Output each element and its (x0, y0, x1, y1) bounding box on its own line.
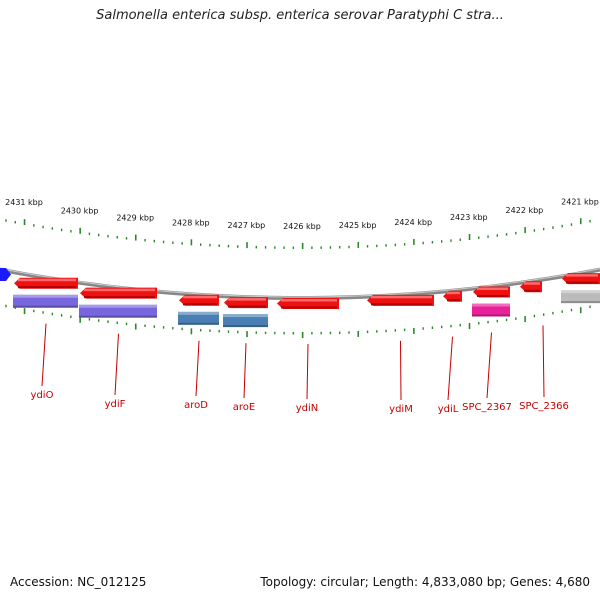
label-layer[interactable]: ydiO ydiF aroD aroE ydiN ydiM ydiL SPC_2367 SPC_… (31, 323, 569, 415)
position-marker[interactable] (0, 268, 11, 281)
gene-label-spc-2366[interactable]: SPC_2366 (519, 401, 569, 412)
cds-highlight (472, 303, 510, 307)
gene-arrow-highlight (228, 298, 266, 301)
scale-label-2421: 2421 kbp (561, 197, 599, 206)
gene-layer[interactable] (13, 273, 600, 328)
map-title: Salmonella enterica subsp. enterica sero… (96, 8, 504, 23)
accession-text: Accession: NC_012125 (10, 575, 147, 589)
gene-ydim[interactable] (367, 294, 434, 306)
gene-label-arod[interactable]: aroD (184, 400, 208, 411)
gene-label-ydim[interactable]: ydiM (389, 404, 413, 415)
bottom-ticks (5, 304, 591, 338)
gene-arrow-highlight (281, 298, 337, 302)
gene-arrow-highlight (371, 295, 432, 299)
cds-shadow (561, 301, 600, 304)
cds-shadow (79, 315, 157, 318)
gene-label-ydif[interactable]: ydiF (105, 399, 126, 410)
gene-aroe[interactable] (223, 297, 268, 328)
cds-highlight (178, 311, 219, 315)
scale-label-2426: 2426 kbp (283, 222, 321, 231)
gene-label-spc-2367[interactable]: SPC_2367 (462, 402, 512, 413)
gene-arrow-shadow (566, 281, 598, 284)
cds-highlight (561, 290, 600, 294)
scale-label-2422: 2422 kbp (506, 206, 544, 215)
gene-arrow-highlight (447, 291, 460, 295)
cds-highlight (79, 304, 157, 308)
gene-label-ydin[interactable]: ydiN (296, 403, 319, 414)
cds-spc-2367[interactable] (472, 303, 510, 317)
cds-aroe[interactable] (223, 314, 268, 328)
label-leader-ydim (400, 340, 402, 401)
gene-arrow-shadow (18, 286, 76, 289)
gene-arrow-shadow (477, 294, 508, 297)
gene-label-aroe[interactable]: aroE (233, 402, 255, 413)
gene-spc-2366[interactable] (520, 281, 542, 293)
scale-label-2423: 2423 kbp (450, 213, 488, 222)
label-leader-ydif (114, 333, 119, 396)
gene-ydin[interactable] (277, 297, 339, 309)
gene-arrow-highlight (84, 288, 155, 292)
gene-arrow-shadow (183, 303, 217, 306)
label-leader-aroe (243, 343, 247, 399)
gene-arrow-highlight (524, 282, 540, 285)
gene-arrow-highlight (477, 287, 508, 290)
scale-label-2428: 2428 kbp (172, 218, 210, 227)
gene-ydio[interactable] (13, 277, 78, 308)
genome-backbone-highlight (0, 268, 600, 298)
gene-label-ydio[interactable]: ydiO (31, 390, 54, 401)
label-leader-ydio (41, 323, 47, 387)
gene-arrow-shadow (84, 296, 155, 299)
cds-shadow (178, 322, 219, 325)
gene-ydil[interactable] (443, 290, 462, 302)
scale-label-2431: 2431 kbp (5, 198, 43, 207)
gene-ydif[interactable] (79, 287, 157, 318)
cds-ydif[interactable] (79, 304, 157, 318)
gene-arrow-shadow (524, 289, 540, 292)
label-leader-spc-2366 (542, 325, 545, 398)
gene-arrow-highlight (183, 295, 217, 299)
cds-highlight (223, 314, 268, 318)
gene-arod[interactable] (178, 294, 219, 325)
cds-ydio[interactable] (13, 294, 78, 308)
gene-arrow-shadow (281, 306, 337, 309)
scale-label-2427: 2427 kbp (228, 221, 266, 230)
gene-arrow-shadow (371, 303, 432, 306)
scale-label-2429: 2429 kbp (116, 213, 154, 222)
scale-label-2430: 2430 kbp (61, 207, 99, 216)
gene-partial[interactable] (561, 273, 600, 304)
scale-labels: 2431 kbp 2430 kbp 2429 kbp 2428 kbp 2427 kbp… (5, 197, 599, 231)
gene-arrow-shadow (228, 305, 266, 308)
gene-spc-2367[interactable] (472, 286, 510, 317)
gene-arrow-highlight (566, 274, 598, 277)
gene-arrow-highlight (18, 278, 76, 282)
cds-highlight (13, 294, 78, 298)
cds-partial[interactable] (561, 290, 600, 304)
cds-arod[interactable] (178, 311, 219, 325)
gene-arrow-shadow (447, 299, 460, 302)
top-ticks (5, 218, 591, 249)
scale-label-2425: 2425 kbp (339, 221, 377, 230)
gene-label-ydil[interactable]: ydiL (438, 404, 459, 415)
cds-shadow (472, 314, 510, 317)
cds-shadow (13, 305, 78, 308)
label-leader-spc-2367 (486, 332, 492, 399)
genome-summary-text: Topology: circular; Length: 4,833,080 bp… (260, 575, 590, 589)
scale-label-2424: 2424 kbp (394, 218, 432, 227)
label-leader-ydil (447, 336, 453, 401)
label-leader-ydin (306, 343, 309, 400)
label-leader-arod (195, 340, 200, 397)
cds-shadow (223, 325, 268, 328)
